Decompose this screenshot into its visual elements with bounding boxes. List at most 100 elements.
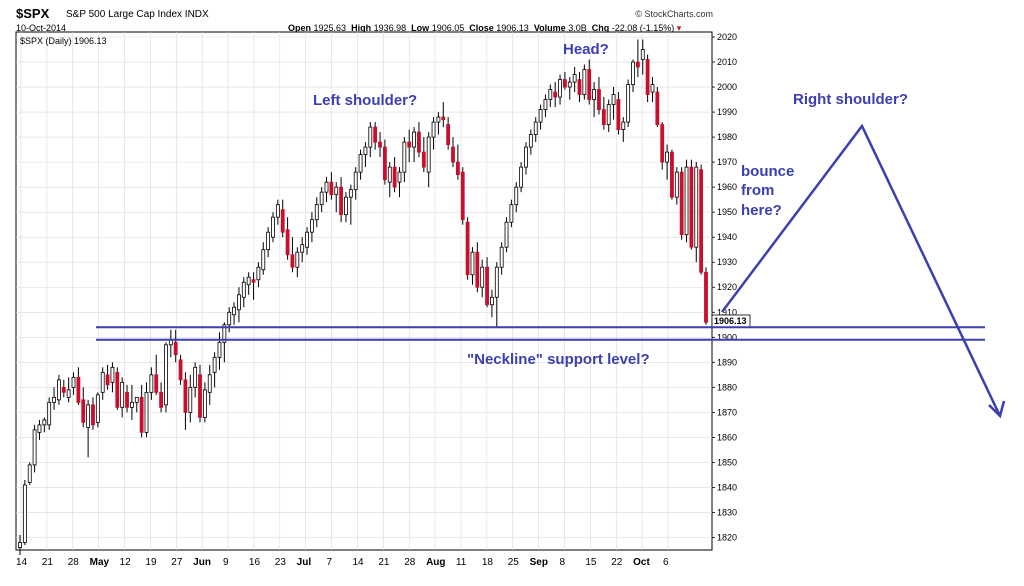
candle-body: [173, 341, 178, 356]
down-arrow-icon: ▾: [676, 23, 682, 33]
chart-date: 10-Oct-2014: [16, 23, 67, 33]
candle-body: [110, 366, 115, 383]
y-tick-label: 1990: [717, 107, 737, 117]
candle-body: [193, 366, 198, 388]
volume-value: 3.0B: [568, 23, 587, 33]
candle-body: [480, 266, 485, 288]
exchange-code: INDX: [184, 9, 209, 20]
candle-body: [490, 296, 494, 306]
candle-body: [679, 171, 684, 236]
candle-body: [631, 61, 635, 85]
candle-body: [125, 391, 129, 408]
candle-body: [514, 186, 519, 206]
candle-body: [18, 542, 22, 548]
candle-body: [344, 196, 348, 216]
price-label: 1906.13: [711, 314, 751, 328]
candle-body: [22, 484, 27, 543]
x-axis: 14 21 28 May 12 19 27 Jun 9 16 23 Jul 7 14 21 28 Aug 11 18…: [16, 557, 669, 568]
candle-body: [246, 276, 251, 286]
candle-body: [704, 271, 708, 323]
candle-body: [441, 116, 446, 120]
candle-body: [519, 166, 524, 188]
high-label: High: [351, 23, 372, 33]
candle-body: [694, 166, 699, 248]
candles: [18, 39, 708, 556]
target-arrow-icon: [988, 400, 1006, 419]
candle-body: [504, 221, 509, 248]
y-tick-label: 2020: [717, 32, 737, 42]
candle-body: [368, 126, 373, 148]
candle-body: [139, 396, 144, 433]
candle-body: [451, 146, 455, 163]
candle-body: [285, 229, 290, 256]
candle-body: [105, 374, 110, 386]
candle-body: [71, 376, 76, 388]
y-tick-label: 1860: [717, 432, 737, 442]
x-tick-label: 27: [171, 557, 183, 568]
candle-body: [241, 281, 246, 298]
candle-body: [421, 151, 426, 168]
candle-body: [280, 209, 285, 233]
right-shoulder-path: [721, 123, 1002, 417]
ticker-symbol: $SPX: [16, 6, 50, 21]
candle-body: [392, 166, 397, 188]
candle-body: [290, 254, 295, 268]
left-shoulder-label: Left shoulder?: [313, 92, 417, 109]
y-tick-label: 1870: [717, 407, 737, 417]
candle-body: [339, 186, 344, 216]
candle-body: [120, 381, 125, 408]
low-value: 1906.05: [431, 23, 465, 33]
candle-body: [543, 99, 548, 110]
candle-body: [324, 181, 329, 193]
candle-body: [266, 231, 271, 251]
candle-body: [37, 424, 42, 433]
candle-body: [222, 324, 227, 343]
candle-body: [305, 231, 309, 248]
x-tick-label: Aug: [426, 557, 445, 568]
candle-body: [528, 134, 533, 148]
candle-body: [397, 171, 402, 183]
x-tick-label: 14: [16, 557, 28, 568]
series-legend: $SPX (Daily) 1906.13: [20, 36, 107, 46]
candle-body: [562, 79, 567, 88]
y-tick-label: 1930: [717, 257, 737, 267]
x-tick-label: 21: [42, 557, 54, 568]
candle-body: [601, 109, 606, 125]
x-tick-label: 21: [378, 557, 390, 568]
bounce-label-line1: bounce: [741, 163, 794, 180]
x-tick-label: May: [90, 557, 110, 568]
candle-body: [665, 151, 669, 163]
candle-body: [134, 396, 139, 403]
candle-body: [626, 84, 631, 123]
candle-body: [348, 189, 353, 198]
right-shoulder-label: Right shoulder?: [793, 91, 908, 108]
candle-body: [57, 379, 61, 401]
candle-body: [382, 146, 387, 181]
candle-body: [271, 216, 275, 238]
y-tick-label: 1910: [717, 307, 737, 317]
candle-body: [412, 131, 416, 148]
candle-body: [645, 59, 650, 95]
x-tick-label: Jun: [193, 557, 211, 568]
candle-body: [212, 356, 217, 373]
x-tick-label: 18: [482, 557, 494, 568]
candle-body: [616, 99, 621, 130]
candle-body: [144, 391, 149, 433]
x-tick-label: 28: [404, 557, 416, 568]
candle-body: [587, 69, 592, 100]
y-tick-label: 1920: [717, 282, 737, 292]
candle-body: [95, 394, 100, 423]
x-tick-label: 11: [456, 557, 467, 568]
bounce-label-line2: from: [741, 182, 774, 199]
candle-body: [611, 94, 616, 105]
x-tick-label: Jul: [297, 557, 312, 568]
x-tick-label: 9: [223, 557, 229, 568]
x-tick-label: 7: [327, 557, 333, 568]
candle-body: [91, 404, 95, 426]
close-label: Close: [469, 23, 494, 33]
head-label: Head?: [563, 41, 609, 58]
candle-body: [334, 186, 339, 196]
candle-body: [558, 79, 562, 98]
candle-body: [577, 79, 582, 95]
